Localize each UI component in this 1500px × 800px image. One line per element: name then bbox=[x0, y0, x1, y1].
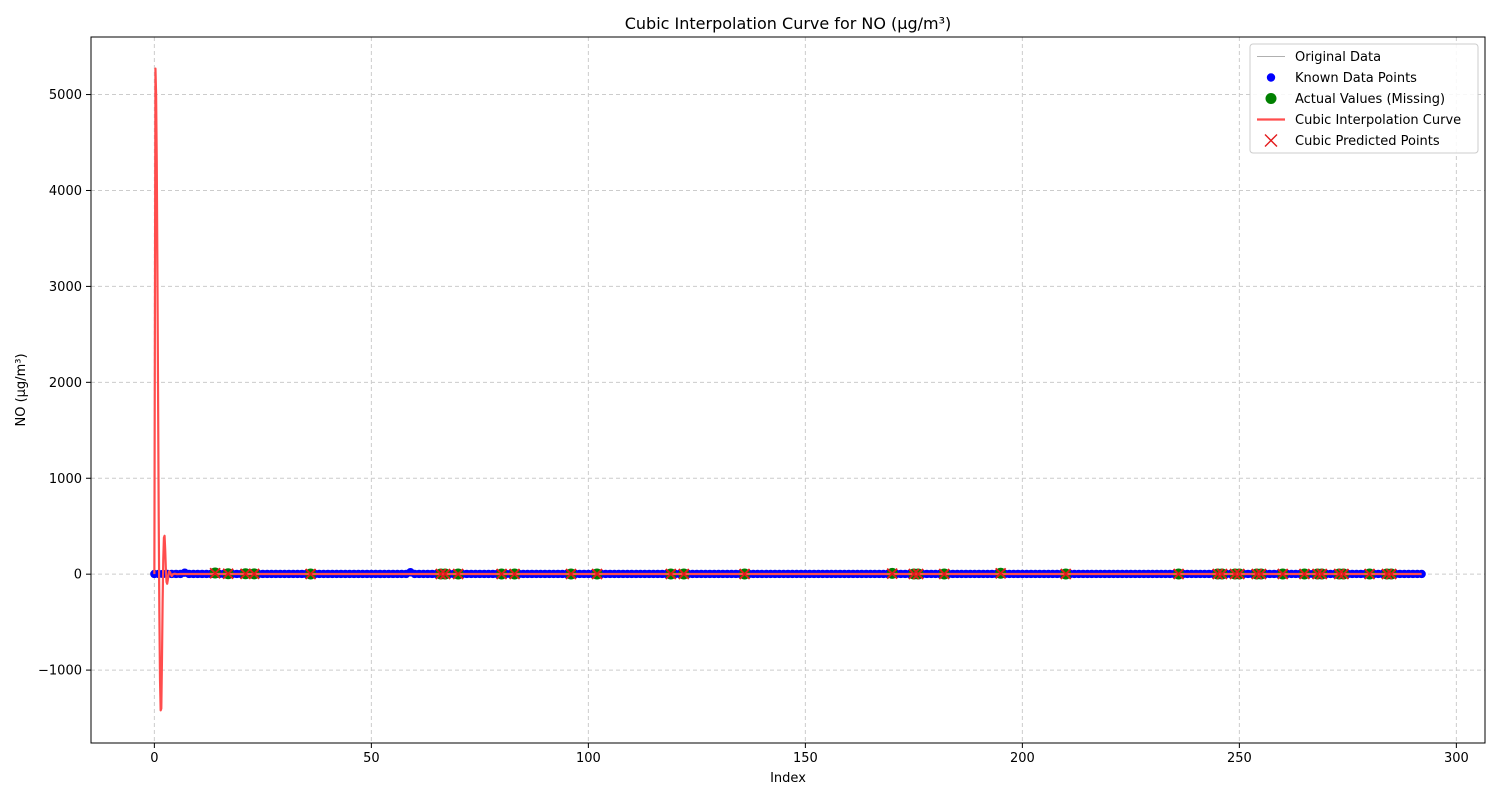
cubic-predicted-point bbox=[1255, 568, 1267, 580]
legend-box bbox=[1249, 43, 1479, 154]
x-axis-label: Index bbox=[770, 771, 806, 786]
cubic-predicted-point bbox=[209, 567, 221, 579]
cubic-predicted-point bbox=[1363, 568, 1376, 580]
legend-swatch-actual-values bbox=[1265, 93, 1277, 104]
cubic-predicted-point bbox=[1212, 568, 1224, 580]
cubic-predicted-point bbox=[1337, 568, 1350, 580]
cubic-predicted-point bbox=[678, 568, 690, 580]
plot-series bbox=[150, 67, 1426, 712]
cubic-predicted-point bbox=[1172, 568, 1185, 580]
cubic-predicted-point bbox=[1216, 568, 1228, 580]
cubic-predicted-point bbox=[222, 568, 234, 580]
cubic-predicted-point bbox=[1233, 568, 1245, 580]
cubic-predicted-point bbox=[452, 568, 464, 580]
cubic-predicted-point bbox=[239, 568, 252, 580]
cubic-predicted-point bbox=[1385, 568, 1397, 580]
cubic-predicted-point bbox=[248, 568, 260, 580]
legend-entry-label: Actual Values (Missing) bbox=[1295, 92, 1445, 107]
cubic-predicted-point bbox=[938, 568, 950, 580]
cubic-predicted-point bbox=[738, 568, 751, 580]
cubic-predicted-point bbox=[995, 567, 1007, 580]
cubic-predicted-point bbox=[886, 567, 898, 580]
cubic-predicted-point bbox=[1381, 568, 1393, 580]
cubic-predicted-point bbox=[1333, 568, 1345, 580]
legend: Original Data Known Data Points Actual Val… bbox=[1249, 43, 1479, 154]
y-tick-label: 0 bbox=[74, 568, 82, 583]
y-tick-label: 3000 bbox=[49, 280, 82, 295]
y-tick-label: 4000 bbox=[49, 184, 82, 199]
x-tick-label: 100 bbox=[576, 751, 601, 766]
known-data-point bbox=[1417, 569, 1426, 579]
legend-entry-label: Cubic Interpolation Curve bbox=[1295, 113, 1461, 128]
y-axis-label: NO (µg/m³) bbox=[14, 353, 29, 426]
x-tick-label: 250 bbox=[1227, 751, 1252, 766]
cubic-predicted-point bbox=[1316, 568, 1328, 580]
legend-swatch-predicted-points bbox=[1264, 134, 1278, 147]
x-tick-label: 50 bbox=[363, 751, 380, 766]
legend-entry-label: Known Data Points bbox=[1295, 71, 1417, 86]
cubic-predicted-point bbox=[565, 568, 577, 580]
x-tick-label: 0 bbox=[150, 751, 158, 766]
y-tick-label: 2000 bbox=[49, 376, 82, 391]
plot-frame bbox=[90, 36, 1486, 744]
x-tick-label: 300 bbox=[1444, 751, 1469, 766]
cubic-predicted-point bbox=[435, 568, 447, 580]
cubic-predicted-point bbox=[508, 568, 521, 580]
cubic-predicted-point bbox=[439, 568, 451, 580]
legend-entry-label: Cubic Predicted Points bbox=[1295, 134, 1440, 149]
x-tick-label: 150 bbox=[793, 751, 818, 766]
y-tick-label: 1000 bbox=[49, 472, 82, 487]
cubic-predicted-point bbox=[912, 568, 924, 580]
x-tick-label: 200 bbox=[1010, 751, 1035, 766]
cubic-predicted-point bbox=[1229, 568, 1241, 580]
chart-title: Cubic Interpolation Curve for NO (µg/m³) bbox=[625, 14, 952, 33]
cubic-interpolation-curve bbox=[153, 67, 1422, 712]
cubic-predicted-point bbox=[591, 568, 603, 580]
cubic-predicted-point bbox=[1277, 568, 1289, 580]
cubic-predicted-point bbox=[495, 568, 508, 580]
cubic-predicted-point bbox=[1251, 568, 1263, 580]
axis-ticks: 0 50 100 150 200 250 300 −1000 0 1000 2000 3000 4000… bbox=[38, 88, 1469, 766]
y-tick-label: −1000 bbox=[38, 664, 82, 679]
cubic-predicted-point bbox=[1060, 568, 1072, 580]
cubic-predicted-point bbox=[908, 568, 920, 580]
legend-swatch-known-points bbox=[1266, 73, 1276, 82]
cubic-predicted-point bbox=[304, 568, 317, 580]
legend-entry-label: Original Data bbox=[1295, 50, 1381, 65]
cubic-predicted-point bbox=[665, 568, 677, 580]
cubic-predicted-point bbox=[1311, 568, 1324, 580]
y-tick-label: 5000 bbox=[49, 88, 82, 103]
cubic-predicted-point bbox=[1298, 568, 1311, 580]
